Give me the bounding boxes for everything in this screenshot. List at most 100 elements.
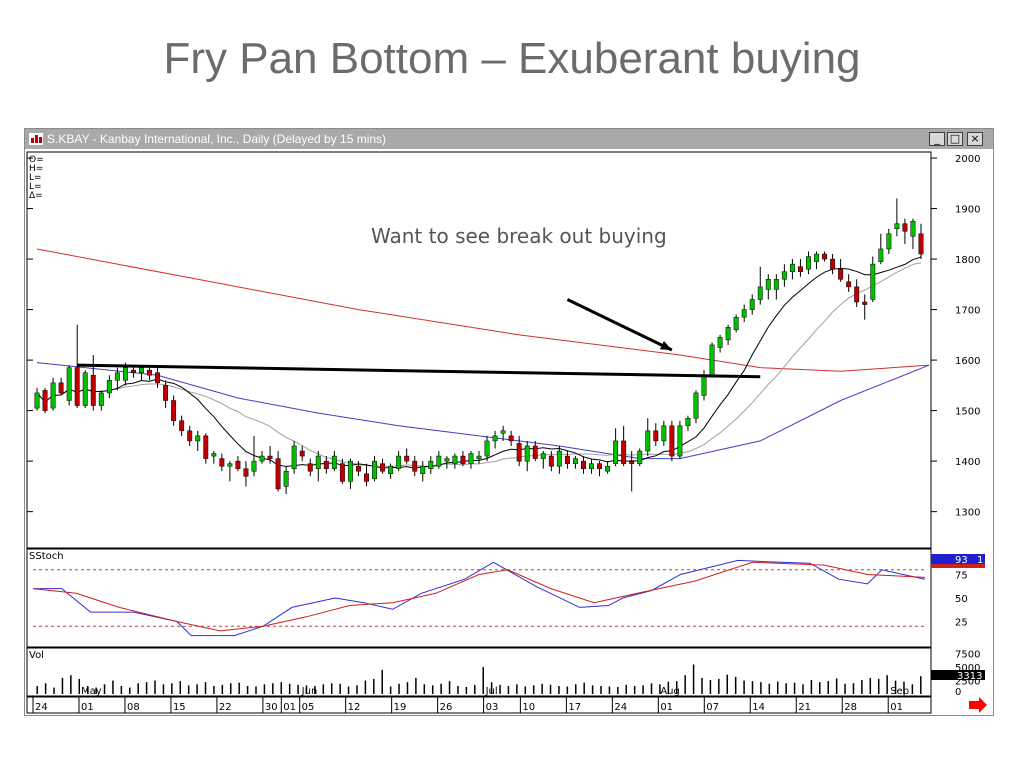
- stoch-panel-title: SStoch: [29, 551, 64, 562]
- candle-down: [339, 463, 345, 482]
- date-axis-frame: [26, 696, 932, 714]
- candle-up: [283, 470, 289, 487]
- candle-down: [364, 473, 369, 482]
- volume-tick-label: 7500: [955, 650, 980, 661]
- candle-up: [500, 430, 506, 434]
- candle-up: [733, 316, 739, 331]
- stoch-panel-frame: [26, 548, 932, 648]
- candle-up: [420, 465, 426, 475]
- candle-up: [572, 458, 578, 464]
- date-tick-label: 07: [706, 702, 719, 713]
- maximize-button[interactable]: □: [947, 132, 963, 146]
- candle-down: [830, 258, 836, 270]
- price-tick-label: 1500: [955, 407, 980, 418]
- stochastic-indicator: [32, 559, 926, 637]
- candle-up: [789, 263, 795, 272]
- candle-down: [653, 430, 659, 442]
- candle-down: [404, 455, 410, 462]
- candle-down: [846, 281, 852, 288]
- annotation-arrowhead-icon: [659, 340, 672, 350]
- candle-up: [725, 327, 731, 341]
- candle-down: [597, 463, 603, 469]
- candle-down: [621, 440, 627, 464]
- ohlc-label: L=: [29, 182, 42, 192]
- month-label: May: [81, 686, 102, 697]
- stoch-tick-label: 75: [955, 571, 968, 582]
- ma20-path: [36, 262, 922, 467]
- candle-down: [902, 223, 908, 232]
- candle-up: [757, 286, 763, 300]
- candle-up: [661, 425, 667, 442]
- price-tick-label: 1300: [955, 508, 980, 519]
- candle-down: [581, 460, 586, 469]
- candle-up: [106, 380, 112, 394]
- candle-up: [114, 372, 120, 381]
- candle-up: [82, 372, 88, 406]
- candle-down: [155, 372, 161, 384]
- candle-up: [540, 453, 546, 459]
- candle-up: [452, 455, 458, 464]
- candle-down: [219, 458, 225, 467]
- candle-up: [781, 271, 787, 280]
- minimize-button[interactable]: _: [929, 132, 945, 146]
- annotation-arrow-shaft: [566, 298, 673, 352]
- candle-up: [251, 460, 257, 472]
- date-tick-label: 15: [173, 702, 186, 713]
- month-label: Aug: [660, 686, 680, 697]
- date-tick-label: 01: [660, 702, 673, 713]
- price-tick-label: 1900: [955, 205, 980, 216]
- ma10-line: [36, 256, 922, 469]
- candle-up: [50, 382, 56, 409]
- candle-up: [765, 279, 771, 290]
- candle-down: [130, 369, 136, 373]
- date-tick-label: 01: [283, 702, 296, 713]
- candle-down: [235, 460, 241, 469]
- candle-up: [444, 458, 450, 462]
- candle-up: [773, 279, 779, 290]
- candle-up: [259, 455, 265, 462]
- candle-down: [323, 460, 329, 469]
- date-tick-label: 08: [127, 702, 140, 713]
- volume-panel-title: Vol: [29, 650, 44, 661]
- candle-up: [139, 367, 144, 373]
- candle-down: [275, 458, 281, 490]
- date-tick-label: 24: [614, 702, 627, 713]
- candle-up: [436, 455, 442, 467]
- stoch-line: [33, 559, 926, 637]
- date-tick-label: 01: [890, 702, 903, 713]
- ohlc-readout: O=H=L=L=Δ=: [29, 155, 44, 201]
- date-tick-label: 12: [348, 702, 361, 713]
- candle-up: [388, 465, 394, 475]
- candle-up: [347, 460, 353, 482]
- candle-up: [605, 465, 611, 472]
- volume-tick-label: 2500: [955, 677, 980, 688]
- candle-down: [564, 455, 570, 464]
- candle-up: [468, 453, 474, 464]
- candle-down: [163, 385, 169, 401]
- ohlc-label: O=: [29, 155, 44, 165]
- date-tick-label: 26: [440, 702, 453, 713]
- candle-up: [492, 435, 498, 442]
- date-tick-label: 05: [302, 702, 315, 713]
- ma10-path: [36, 256, 922, 469]
- close-button[interactable]: ×: [967, 132, 983, 146]
- price-tick-label: 1700: [955, 306, 980, 317]
- price-panel-frame: [26, 151, 932, 549]
- ohlc-label: H=: [29, 164, 43, 174]
- ma200-line: [36, 248, 930, 372]
- ma200-path: [36, 248, 930, 372]
- candle-up: [693, 392, 699, 419]
- date-tick-label: 21: [798, 702, 811, 713]
- candle-down: [243, 468, 249, 477]
- window-titlebar[interactable]: S.KBAY - Kanbay International, Inc., Dai…: [25, 129, 993, 149]
- scroll-right-arrow-icon[interactable]: [969, 697, 987, 713]
- candle-down: [797, 266, 803, 272]
- candle-down: [299, 450, 305, 457]
- candle-down: [412, 460, 418, 472]
- volume-tick-label: 5000: [955, 663, 980, 674]
- candle-down: [90, 375, 96, 406]
- price-tick-label: 1600: [955, 356, 980, 367]
- chart-app-icon: [29, 133, 43, 145]
- candle-down: [822, 253, 828, 260]
